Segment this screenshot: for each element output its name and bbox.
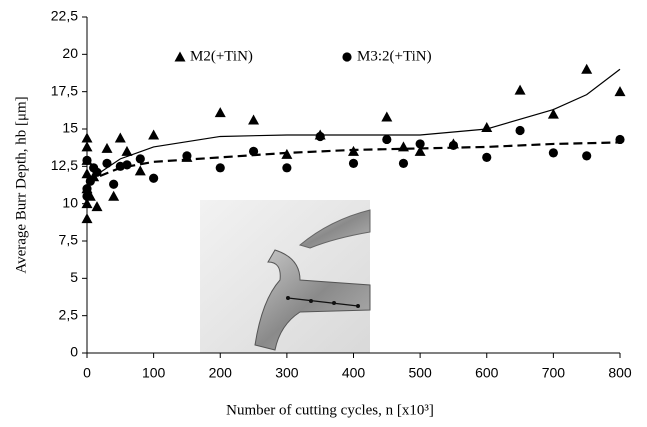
circle-marker — [109, 179, 119, 189]
triangle-marker — [91, 201, 103, 212]
circle-marker — [82, 155, 92, 165]
y-tick-label: 2,5 — [59, 306, 79, 322]
circle-marker — [615, 134, 625, 145]
y-tick-label: 0 — [70, 344, 78, 360]
inset-photo — [200, 200, 371, 353]
triangle-marker — [481, 122, 493, 133]
x-tick-label: 600 — [475, 365, 499, 381]
legend-label: M2(+TiN) — [190, 48, 253, 64]
triangle-marker — [81, 132, 93, 143]
x-tick-label: 300 — [275, 365, 299, 381]
y-tick-label: 20 — [62, 45, 78, 61]
circle-marker — [348, 158, 359, 168]
trend-line — [86, 141, 621, 183]
y-tick-label: 17,5 — [51, 82, 78, 98]
triangle-marker — [81, 213, 93, 224]
circle-marker — [182, 151, 192, 161]
circle-marker — [135, 154, 145, 164]
x-axis-label: Number of cutting cycles, n [x10³] — [226, 402, 434, 418]
circle-marker — [82, 184, 92, 194]
legend-label: M3:2(+TiN) — [357, 48, 432, 64]
circle-marker — [248, 146, 259, 156]
x-tick-label: 200 — [209, 365, 233, 381]
y-axis-label: Average Burr Depth, hb [μm] — [13, 96, 29, 273]
x-tick-label: 800 — [608, 365, 632, 381]
triangle-marker — [581, 63, 593, 74]
triangle-marker — [121, 145, 133, 156]
triangle-marker — [614, 86, 626, 97]
circle-marker — [92, 167, 102, 177]
y-tick-label: 5 — [70, 269, 78, 285]
triangle-marker — [81, 198, 93, 209]
triangle-marker — [514, 84, 526, 95]
triangle-marker — [381, 111, 393, 122]
x-tick-label: 100 — [142, 365, 166, 381]
circle-marker — [315, 131, 325, 142]
legend-marker — [174, 51, 186, 62]
circle-marker — [82, 191, 92, 201]
x-tick-label: 700 — [542, 365, 566, 381]
trend-line — [86, 68, 621, 182]
circle-marker — [85, 176, 95, 186]
triangle-marker — [214, 107, 226, 118]
triangle-marker — [134, 165, 146, 176]
triangle-marker — [81, 141, 93, 152]
y-tick-label: 22,5 — [51, 8, 78, 24]
circle-marker — [548, 148, 558, 158]
circle-marker — [122, 160, 132, 170]
circle-marker — [398, 158, 409, 168]
triangle-marker — [108, 190, 120, 201]
triangle-marker — [114, 132, 126, 143]
x-tick-label: 500 — [408, 365, 432, 381]
circle-marker — [215, 163, 225, 173]
legend-marker — [342, 52, 352, 62]
x-tick-label: 0 — [83, 365, 91, 381]
circle-marker — [515, 125, 525, 136]
circle-marker — [448, 140, 459, 151]
circle-marker — [415, 139, 425, 149]
y-tick-label: 10 — [62, 194, 78, 210]
y-tick-label: 12,5 — [51, 157, 78, 173]
triangle-marker — [148, 129, 160, 140]
triangle-marker — [101, 142, 113, 153]
circle-marker — [102, 158, 112, 168]
circle-marker — [282, 163, 292, 173]
x-tick-label: 400 — [342, 365, 366, 381]
circle-marker — [149, 173, 159, 183]
triangle-marker — [248, 114, 260, 125]
circle-marker — [482, 152, 492, 162]
y-tick-label: 15 — [62, 120, 78, 136]
circle-marker — [382, 134, 392, 145]
triangle-marker — [81, 168, 93, 179]
circle-marker — [582, 151, 592, 161]
triangle-marker — [547, 108, 559, 119]
y-tick-label: 7,5 — [59, 232, 79, 248]
triangle-marker — [414, 145, 426, 156]
